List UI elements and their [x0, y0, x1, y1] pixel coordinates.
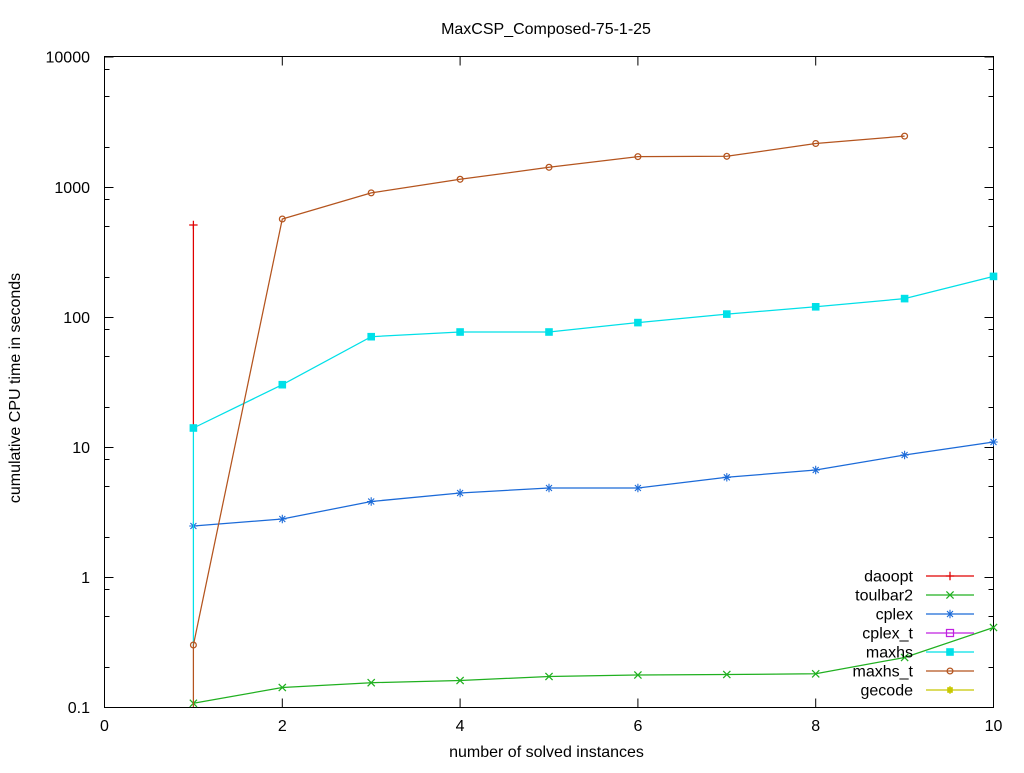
svg-text:1000: 1000: [54, 180, 90, 197]
svg-text:0: 0: [100, 718, 109, 735]
svg-text:10: 10: [72, 440, 90, 457]
svg-text:cplex_t: cplex_t: [862, 626, 913, 643]
svg-text:cplex: cplex: [876, 607, 913, 624]
svg-text:maxhs_t: maxhs_t: [853, 664, 914, 681]
svg-text:10000: 10000: [46, 49, 91, 66]
svg-text:1: 1: [81, 570, 90, 587]
svg-text:10: 10: [985, 718, 1003, 735]
svg-text:MaxCSP_Composed-75-1-25: MaxCSP_Composed-75-1-25: [441, 21, 651, 38]
svg-text:toulbar2: toulbar2: [855, 588, 913, 605]
svg-text:0.1: 0.1: [68, 700, 90, 717]
svg-text:4: 4: [456, 718, 465, 735]
svg-text:2: 2: [278, 718, 287, 735]
svg-text:8: 8: [811, 718, 820, 735]
svg-text:cumulative CPU time in seconds: cumulative CPU time in seconds: [7, 273, 24, 503]
svg-text:gecode: gecode: [861, 683, 914, 700]
svg-text:daoopt: daoopt: [864, 569, 913, 586]
svg-text:6: 6: [633, 718, 642, 735]
svg-text:number of solved instances: number of solved instances: [449, 744, 644, 761]
svg-text:maxhs: maxhs: [866, 645, 913, 662]
svg-text:100: 100: [63, 310, 90, 327]
